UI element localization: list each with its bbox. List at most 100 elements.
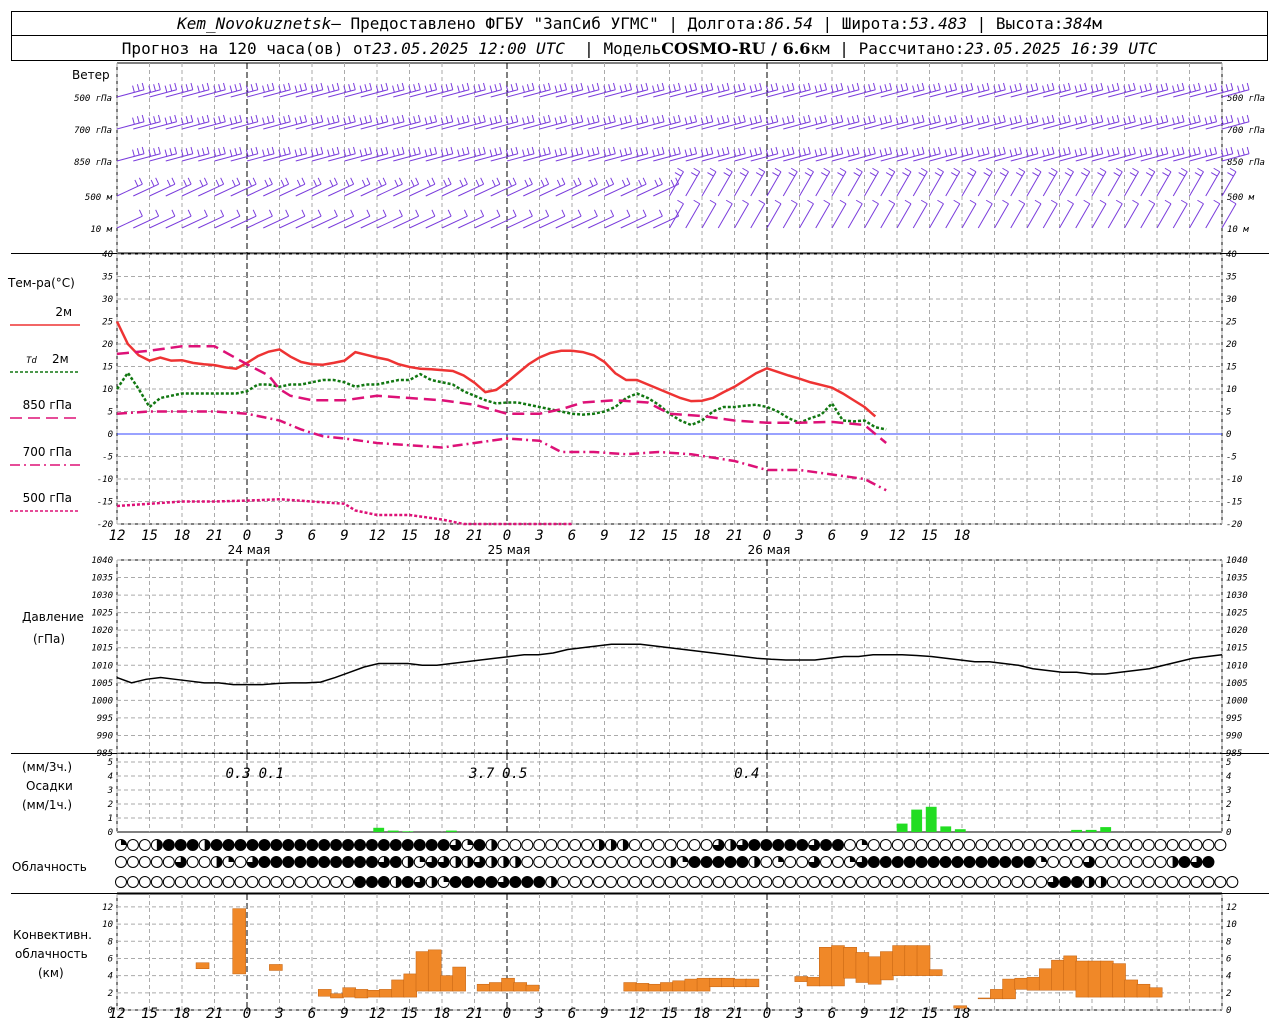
wind-barb-feather — [1042, 117, 1045, 125]
wind-barb-feather — [629, 146, 633, 154]
wind-level-left: 700 гПа — [74, 126, 112, 136]
wind-barb-feather — [512, 209, 517, 217]
wind-barb — [555, 121, 583, 130]
wind-barb-feather — [1155, 117, 1159, 125]
wind-barb — [669, 203, 684, 229]
legend-label: 2м — [52, 352, 69, 366]
x-tick-label: 12 — [369, 528, 386, 544]
x-tick-label: 15 — [141, 528, 158, 544]
wind-barb-feather — [508, 179, 513, 187]
wind-barb — [441, 153, 470, 162]
wind-barb-feather — [738, 84, 741, 92]
wind-barb — [1140, 89, 1168, 98]
wind-barb-feather — [1018, 167, 1025, 173]
wind-barb-feather — [1198, 146, 1201, 154]
cloud-fill — [402, 876, 414, 888]
temp-tick-right: -15 — [1226, 498, 1242, 508]
wind-barb-feather — [986, 114, 990, 122]
wind-barb-feather — [1241, 148, 1245, 156]
wind-barb-feather — [1181, 114, 1185, 122]
cloud-cell — [784, 856, 797, 868]
wind-barb — [425, 121, 453, 130]
wind-barb-feather — [450, 146, 454, 154]
wind-barb-feather — [190, 146, 194, 154]
wind-barb-feather — [895, 85, 899, 93]
day-label: 26 мая — [748, 543, 791, 557]
cloud-cell — [234, 876, 247, 888]
wind-barb — [1059, 153, 1087, 162]
wind-barb-feather — [223, 114, 226, 122]
wind-barb-feather — [830, 117, 834, 125]
wind-barb-feather — [798, 117, 802, 125]
cloud-fill — [904, 856, 916, 868]
wind-barb — [393, 183, 419, 197]
wind-barb — [376, 183, 403, 197]
wind-barb-feather — [738, 116, 741, 124]
wind-barb-feather — [949, 148, 953, 156]
wind-barb — [1043, 89, 1071, 98]
wind-barb — [230, 121, 258, 130]
wind-barb-feather — [869, 172, 877, 177]
wind-barb — [474, 121, 502, 130]
cloud-fill — [1083, 856, 1095, 868]
wind-barb-feather — [331, 116, 335, 124]
wind-barb-feather — [888, 199, 895, 205]
cloud-cell — [700, 876, 713, 888]
wind-barb-feather — [619, 85, 623, 93]
wind-barb-feather — [851, 84, 855, 92]
cloud-cell — [963, 876, 976, 888]
wind-barb-feather — [278, 149, 282, 157]
wind-barb-feather — [677, 199, 684, 205]
wind-barb — [1026, 171, 1042, 197]
wind-barb — [1189, 203, 1204, 229]
wind-barb-feather — [1155, 85, 1159, 93]
wind-barb-feather — [556, 179, 561, 187]
pres-tick-left: 1015 — [91, 644, 113, 654]
wind-barb-feather — [872, 167, 879, 173]
wind-barb — [409, 153, 437, 162]
precip-total: 0.3 — [225, 766, 250, 782]
cloud-cell — [700, 839, 713, 851]
wind-barb — [490, 121, 518, 130]
wind-barb — [506, 183, 533, 197]
cloud-fill — [736, 856, 748, 868]
wind-barb — [734, 203, 749, 229]
wind-barb-feather — [895, 117, 899, 125]
wind-barb — [1124, 153, 1152, 162]
cloud-cell — [604, 856, 617, 868]
precip-bar — [445, 830, 457, 832]
cloud-cell — [557, 856, 570, 868]
x-tick-label: 3 — [274, 528, 283, 544]
wind-barb-feather — [296, 179, 301, 187]
wind-barb — [766, 121, 795, 130]
wind-barb — [864, 89, 892, 98]
wind-barb — [1043, 121, 1071, 130]
cloud-fill — [849, 856, 856, 862]
wind-barb-feather — [299, 116, 303, 124]
wind-barb-feather — [654, 179, 659, 187]
wind-barb-feather — [668, 117, 672, 125]
lat-label: Широта: — [841, 14, 910, 33]
temp-tick-left: -5 — [102, 453, 113, 463]
wind-barb — [864, 121, 892, 130]
wind-barb-feather — [132, 149, 135, 157]
convective-bar — [366, 989, 381, 998]
pres-tick-right: 995 — [1226, 714, 1242, 724]
wind-barb-feather — [431, 209, 436, 217]
cloud-cell — [1106, 856, 1119, 868]
wind-barb — [977, 203, 993, 229]
wind-barb-feather — [239, 114, 243, 122]
pres-tick-left: 1010 — [91, 661, 113, 671]
cloud-cell — [1106, 876, 1119, 888]
x-tick-label: 18 — [954, 528, 971, 544]
temp-tick-left: 25 — [102, 318, 113, 328]
wind-barb-feather — [234, 116, 238, 124]
wind-barb — [1059, 203, 1074, 229]
wind-barb — [376, 89, 405, 98]
cloud-fill — [390, 856, 402, 868]
wind-barb-feather — [670, 179, 675, 187]
wind-barb-feather — [1079, 148, 1083, 156]
cloud-cell — [115, 876, 127, 888]
wind-barb-feather — [1084, 146, 1088, 154]
wind-barb-feather — [1181, 146, 1185, 154]
